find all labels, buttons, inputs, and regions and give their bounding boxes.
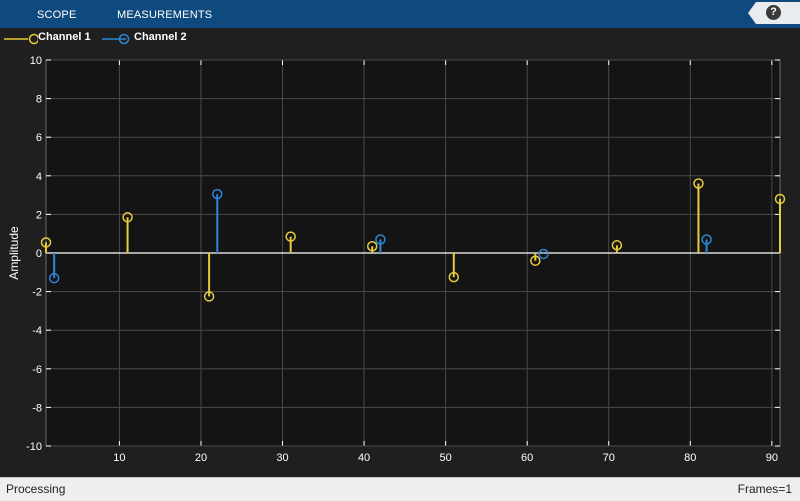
help-button[interactable]: ?: [748, 2, 800, 24]
y-tick-label: 8: [36, 94, 42, 106]
y-tick-label: -4: [32, 325, 42, 337]
y-tick-label: 4: [36, 171, 42, 183]
tab-measurements[interactable]: MEASUREMENTS: [117, 9, 213, 21]
stem-marker[interactable]: [122, 212, 133, 223]
stem-marker[interactable]: [285, 231, 296, 242]
grid-lines: [46, 59, 780, 447]
legend-label-channel-2: Channel 2: [134, 31, 187, 43]
status-processing: Processing: [6, 482, 66, 496]
y-tick-label: 10: [30, 55, 42, 67]
legend-marker-channel-2: [102, 33, 130, 45]
x-tick-label: 10: [113, 452, 125, 464]
y-tick-label: 0: [36, 248, 42, 260]
y-tick-label: -8: [32, 402, 42, 414]
status-frames: Frames=1: [737, 482, 792, 496]
stem-marker[interactable]: [375, 234, 386, 245]
x-tick-label: 90: [766, 452, 778, 464]
help-icon[interactable]: ?: [766, 5, 781, 20]
stem-marker[interactable]: [530, 255, 541, 266]
y-tick-label: -2: [32, 287, 42, 299]
x-tick-label: 60: [521, 452, 533, 464]
stem-marker[interactable]: [538, 248, 549, 260]
legend: Channel 1 Channel 2: [0, 28, 800, 51]
y-tick-label: -10: [26, 441, 42, 453]
tab-scope[interactable]: SCOPE: [37, 9, 77, 21]
x-tick-label: 30: [276, 452, 288, 464]
x-tick-label: 20: [195, 452, 207, 464]
stem-marker[interactable]: [611, 240, 623, 251]
x-tick-label: 70: [603, 452, 615, 464]
legend-marker-channel-1: [4, 33, 38, 45]
stem-marker[interactable]: [203, 291, 215, 302]
legend-label-channel-1: Channel 1: [38, 31, 91, 43]
stem-series: [40, 178, 786, 302]
stem-chart[interactable]: 10 20 30 40 50 60 70 80 90 -10 -8 -6 -4 -2 0 2 4 6 8 10 Amp…: [0, 50, 800, 476]
stem-marker[interactable]: [212, 188, 223, 200]
series-channel-1: [40, 178, 786, 302]
status-bar: Processing Frames=1: [0, 477, 800, 501]
x-tick-label: 80: [684, 452, 696, 464]
series-channel-2: [48, 188, 712, 284]
tick-labels: 10 20 30 40 50 60 70 80 90 -10 -8 -6 -4 -2 0 2 4 6 8 10: [26, 55, 778, 464]
stem-marker[interactable]: [40, 237, 52, 248]
y-axis-label: Amplitude: [7, 226, 21, 280]
stem-marker[interactable]: [48, 272, 60, 284]
x-tick-label: 40: [358, 452, 370, 464]
stem-marker[interactable]: [693, 178, 704, 189]
stem-marker[interactable]: [366, 240, 378, 252]
y-tick-label: -6: [32, 364, 42, 376]
stem-marker[interactable]: [448, 271, 460, 283]
y-tick-label: 2: [36, 209, 42, 221]
toolstrip: SCOPE MEASUREMENTS ?: [0, 0, 800, 28]
stem-marker[interactable]: [774, 193, 786, 205]
plot-area: 10 20 30 40 50 60 70 80 90 -10 -8 -6 -4 -2 0 2 4 6 8 10 Amp…: [0, 50, 800, 476]
stem-marker[interactable]: [701, 234, 712, 245]
x-tick-label: 50: [439, 452, 451, 464]
y-tick-label: 6: [36, 132, 42, 144]
